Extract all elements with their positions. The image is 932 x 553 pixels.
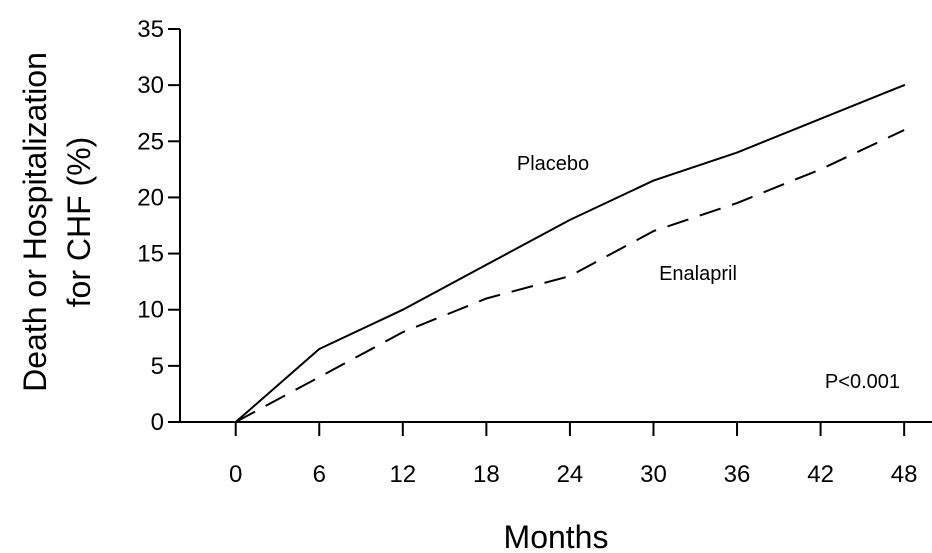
x-tick-label: 30 [640,461,667,488]
x-tick-label: 24 [557,461,584,488]
y-tick-label: 35 [137,16,164,43]
y-axis-title-line-2: for CHF (%) [61,137,97,308]
x-tick-label: 42 [807,461,834,488]
x-tick-label: 12 [389,461,416,488]
y-tick-label: 30 [137,72,164,99]
x-tick-label: 0 [229,461,242,488]
axes: 0 5 10 15 20 25 30 35 0 6 12 18 24 30 36 42 48 [137,16,932,488]
y-tick-label: 20 [137,184,164,211]
x-tick-label: 6 [313,461,326,488]
series-label-enalapril: Enalapril [659,263,737,285]
y-tick-label: 25 [137,128,164,155]
y-tick-label: 5 [151,353,164,380]
y-tick-label: 15 [137,241,164,268]
y-tick-label: 0 [151,409,164,436]
y-tick-label: 10 [137,297,164,324]
series-label-placebo: Placebo [517,153,589,175]
x-tick-label: 48 [891,461,918,488]
annotations: Placebo Enalapril P<0.001 [517,153,900,393]
x-tick-label: 36 [724,461,751,488]
p-value-annotation: P<0.001 [825,371,900,393]
x-axis-title: Months [504,519,609,553]
series-line-placebo [234,84,906,423]
y-axis-title: Death or Hospitalization for CHF (%) [17,52,97,392]
plot-area [234,84,906,423]
y-axis-title-line-1: Death or Hospitalization [17,52,53,392]
x-tick-label: 18 [473,461,500,488]
